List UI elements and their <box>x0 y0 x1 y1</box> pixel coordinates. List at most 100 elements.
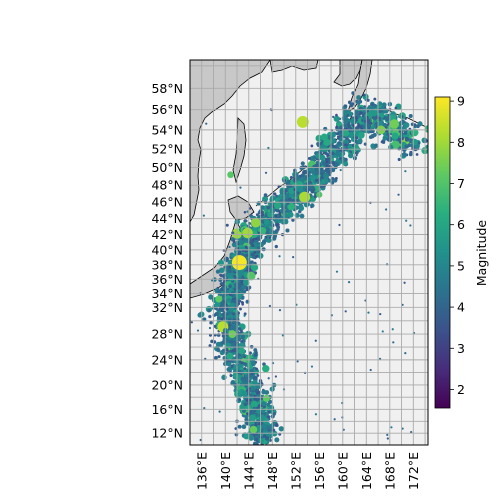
background-quake-dot <box>243 367 247 371</box>
background-quake-dot <box>276 225 281 230</box>
background-quake-dot <box>267 415 271 419</box>
background-quake-dot <box>408 113 413 118</box>
background-quake-dot <box>310 144 314 148</box>
background-quake-dot <box>245 253 249 257</box>
background-quake-dot <box>291 218 295 222</box>
lon-tick-label: 160°E <box>335 452 350 490</box>
background-quake-dot <box>255 408 262 415</box>
background-quake-dot <box>386 132 391 137</box>
background-quake-dot <box>336 135 340 139</box>
background-quake-dot <box>225 256 229 261</box>
background-quake-dot <box>370 109 378 117</box>
background-quake-dot <box>274 244 278 249</box>
background-quake-dot <box>361 114 366 118</box>
background-quake-dot <box>287 202 296 211</box>
background-quake-dot <box>245 288 249 292</box>
background-quake-dot <box>261 247 266 252</box>
background-quake-dot <box>256 374 260 377</box>
background-quake-dot <box>367 119 371 123</box>
scattered-quake-dot <box>310 206 313 209</box>
background-quake-dot <box>254 423 258 427</box>
longitude-tick-labels: 136°E 140°E 144°E 148°E 152°E 156°E 160°E 164°E… <box>194 452 421 490</box>
background-quake-dot <box>231 242 237 248</box>
background-quake-dot <box>249 398 252 402</box>
map-plot-area[interactable] <box>189 59 433 451</box>
background-quake-dot <box>261 401 267 407</box>
background-quake-dot <box>229 373 233 378</box>
background-quake-dot <box>230 364 234 368</box>
background-quake-dot <box>331 168 336 173</box>
lat-tick-label: 28°N <box>151 327 183 342</box>
scattered-quake-dot <box>403 281 406 284</box>
colorbar-ticks: 2 3 4 5 6 7 8 9 <box>450 94 465 397</box>
background-quake-dot <box>326 135 332 140</box>
background-quake-dot <box>251 252 256 257</box>
scattered-quake-dot <box>274 375 277 378</box>
scattered-quake-dot <box>218 410 221 413</box>
background-quake-dot <box>382 122 388 128</box>
background-quake-dot <box>381 140 386 144</box>
colorbar-tick-label: 7 <box>457 176 465 191</box>
background-quake-dot <box>219 267 225 274</box>
background-quake-dot <box>240 334 246 339</box>
scattered-quake-dot <box>338 223 341 227</box>
background-quake-dot <box>330 151 335 156</box>
background-quake-dot <box>279 199 284 204</box>
background-quake-dot <box>347 124 351 128</box>
background-quake-dot <box>243 433 250 440</box>
lat-tick-label: 50°N <box>151 160 183 175</box>
scattered-quake-dot <box>347 281 351 284</box>
background-quake-dot <box>243 237 249 243</box>
background-quake-dot <box>226 367 232 372</box>
lat-tick-label: 38°N <box>151 257 183 272</box>
colorbar-label: Magnitude <box>474 220 489 287</box>
background-quake-dot <box>321 161 327 167</box>
scattered-quake-dot <box>339 168 342 172</box>
magnitude-colorbar: 2 3 4 5 6 7 8 9 Magnitude <box>434 94 489 409</box>
background-quake-dot <box>220 318 224 321</box>
background-quake-dot <box>297 186 304 193</box>
scattered-quake-dot <box>202 214 205 217</box>
background-quake-dot <box>255 434 260 439</box>
background-quake-dot <box>241 390 248 397</box>
background-quake-dot <box>240 340 244 344</box>
background-quake-dot <box>261 389 267 395</box>
background-quake-dot <box>405 138 410 142</box>
background-quake-dot <box>261 213 265 217</box>
background-quake-dot <box>226 307 230 311</box>
background-quake-dot <box>343 119 349 125</box>
background-quake-dot <box>310 185 315 190</box>
scattered-quake-dot <box>343 104 347 107</box>
scattered-quake-dot <box>334 152 337 155</box>
background-quake-dot <box>325 164 330 168</box>
background-quake-dot <box>207 308 211 313</box>
background-quake-dot <box>243 219 248 223</box>
background-quake-dot <box>411 138 418 146</box>
background-quake-dot <box>218 278 223 282</box>
large-quake-marker <box>262 394 270 402</box>
background-quake-dot <box>326 154 330 158</box>
background-quake-dot <box>238 239 244 245</box>
background-quake-dot <box>315 152 322 159</box>
background-quake-dot <box>215 269 221 274</box>
background-quake-dot <box>228 275 235 282</box>
background-quake-dot <box>307 157 311 160</box>
scattered-quake-dot <box>397 193 400 196</box>
background-quake-dot <box>226 267 231 272</box>
background-quake-dot <box>262 239 267 244</box>
background-quake-dot <box>369 121 373 125</box>
background-quake-dot <box>250 385 256 391</box>
background-quake-dot <box>213 324 217 328</box>
background-quake-dot <box>334 162 340 167</box>
background-quake-dot <box>233 348 237 353</box>
lon-tick-label: 148°E <box>265 452 280 490</box>
background-quake-dot <box>221 374 227 380</box>
scattered-quake-dot <box>386 437 389 440</box>
lat-tick-label: 42°N <box>151 227 183 242</box>
background-quake-dot <box>332 144 336 149</box>
background-quake-dot <box>359 111 363 115</box>
background-quake-dot <box>256 391 260 395</box>
background-quake-dot <box>265 436 269 440</box>
background-quake-dot <box>344 143 348 147</box>
background-quake-dot <box>368 135 373 140</box>
